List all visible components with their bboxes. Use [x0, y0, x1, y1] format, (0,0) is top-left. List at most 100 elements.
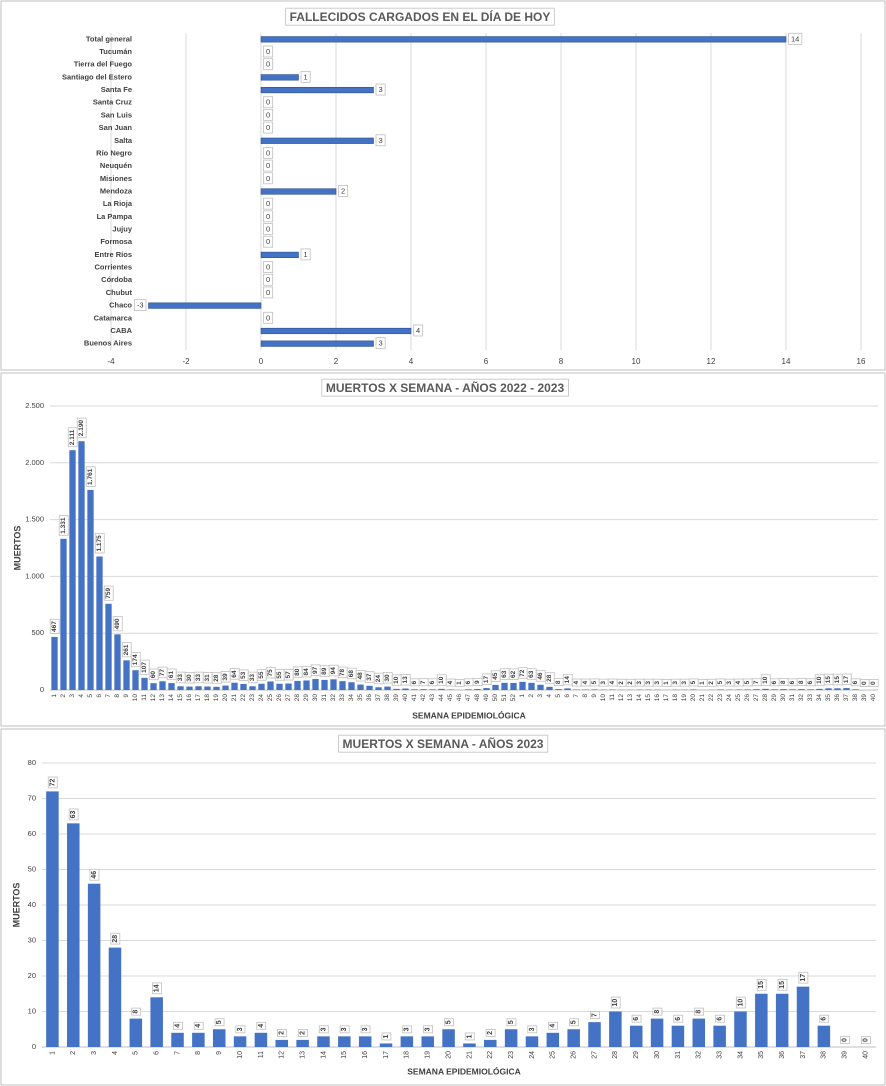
data-label: 0: [870, 681, 877, 685]
data-label-group: 7: [589, 1011, 600, 1020]
data-label: 33: [177, 674, 184, 682]
y-tick-label: Misiones: [100, 174, 132, 183]
data-label-group: 0: [263, 45, 274, 58]
x-tick-label: 13: [299, 1051, 306, 1059]
label-box: [110, 932, 121, 945]
data-label-group: 8: [553, 678, 564, 686]
label-box: [423, 1025, 433, 1034]
x-tick-label: 12: [150, 694, 157, 702]
data-label: 37: [366, 673, 373, 681]
data-label: 4: [416, 326, 420, 335]
bar: [692, 1018, 706, 1047]
data-label: 3: [672, 681, 679, 685]
data-label-group: 6: [715, 1014, 725, 1023]
data-label-group: 8: [796, 678, 807, 686]
data-label-group: 6: [673, 1014, 684, 1023]
data-label: 0: [266, 47, 270, 56]
data-label: 2: [279, 1031, 286, 1035]
data-label: 3: [237, 1027, 244, 1031]
x-tick-label: 16: [186, 694, 193, 702]
data-label-group: 10: [436, 674, 447, 686]
data-label: 3: [320, 1027, 327, 1031]
data-label-group: 84: [301, 665, 312, 678]
y-tick-label: Tucumán: [99, 47, 132, 56]
bar: [501, 682, 508, 690]
y-tick-label: Mendoza: [100, 186, 133, 195]
x-tick-label: 5: [133, 1051, 140, 1055]
data-label: 7: [420, 680, 427, 684]
label-box: [544, 672, 555, 684]
data-label-group: 6: [463, 678, 474, 687]
data-label: 8: [780, 680, 787, 684]
bar: [338, 1036, 351, 1047]
data-label-group: 9: [472, 678, 483, 686]
data-label-group: 14: [562, 673, 573, 686]
data-label: 3: [726, 681, 733, 685]
data-label: 97: [312, 666, 319, 674]
label-box: [548, 1021, 559, 1030]
bar: [525, 1036, 539, 1047]
y-tick-label: 20: [28, 971, 36, 980]
data-label: 14: [564, 676, 571, 684]
bar: [537, 684, 544, 690]
x-tick-label: 11: [141, 694, 148, 701]
data-label: 0: [266, 123, 270, 132]
data-label-group: 46: [535, 670, 546, 682]
x-tick-label: 19: [213, 694, 220, 702]
bar: [148, 302, 262, 309]
x-tick-label: 26: [744, 694, 751, 702]
label-box: [263, 121, 274, 134]
data-label-group: 2: [338, 185, 349, 197]
data-label: 10: [393, 676, 400, 684]
data-label-group: 61: [166, 668, 177, 680]
bar: [379, 1043, 393, 1047]
data-label-group: 2: [706, 678, 717, 687]
data-label: 48: [357, 672, 364, 680]
x-tick-label: 45: [447, 694, 454, 702]
x-tick-label: 26: [571, 1051, 578, 1059]
data-label: 1: [466, 1034, 473, 1038]
data-label-group: 0: [263, 235, 274, 248]
x-tick-label: 4: [546, 694, 553, 698]
data-label: 45: [492, 672, 499, 680]
data-label-group: 24: [373, 672, 384, 685]
x-tick-label: 47: [465, 694, 472, 702]
data-label-group: 10: [610, 996, 621, 1009]
label-box: [868, 679, 879, 687]
label-box: [298, 1029, 308, 1037]
bar: [609, 1011, 622, 1047]
data-label: 17: [483, 675, 490, 683]
label-box: [506, 1018, 517, 1027]
bar: [132, 670, 139, 690]
x-tick-label: 5: [555, 694, 562, 698]
y-tick-label: Santa Cruz: [93, 98, 132, 107]
bar: [384, 686, 391, 690]
data-label: 3: [600, 681, 607, 685]
x-tick-label: 44: [438, 694, 445, 702]
data-label: 6: [633, 1017, 640, 1021]
data-label-group: 4: [571, 678, 582, 687]
y-tick-label: 30: [28, 935, 36, 944]
x-tick-label: 27: [753, 694, 760, 702]
data-label: -3: [137, 301, 144, 310]
data-label: 15: [779, 981, 786, 989]
x-tick-label: 15: [645, 694, 652, 702]
label-box: [263, 172, 274, 185]
data-label-group: 3: [527, 1025, 538, 1034]
y-tick-label: Córdoba: [101, 275, 133, 284]
x-tick-label: 30: [780, 694, 787, 702]
data-label: 14: [791, 34, 799, 43]
data-label: 4: [609, 681, 616, 685]
data-label: 0: [266, 313, 270, 322]
data-label: 1: [304, 72, 308, 81]
data-label-group: 77: [157, 666, 168, 679]
label-box: [321, 378, 569, 397]
data-label-group: -3: [133, 299, 147, 312]
x-tick-label: 26: [276, 694, 283, 702]
data-label-group: 55: [256, 669, 267, 681]
data-label-group: 3: [679, 678, 690, 687]
label-box: [610, 996, 621, 1009]
x-tick-label: 7: [174, 1051, 181, 1055]
bar: [46, 791, 59, 1047]
x-tick-label: 32: [696, 1051, 703, 1059]
